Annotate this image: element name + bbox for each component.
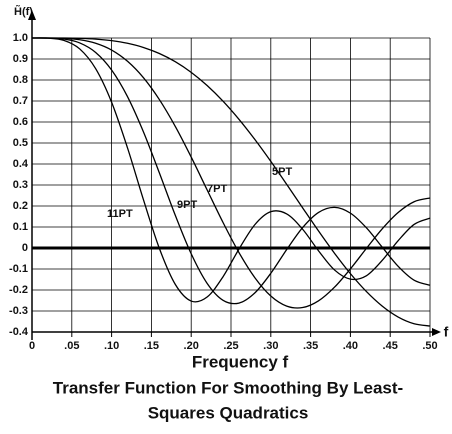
- series-line: [31, 37, 431, 305]
- series-line: [31, 37, 431, 303]
- y-tick-label: 0.9: [13, 53, 28, 65]
- x-axis-arrow: [432, 328, 441, 336]
- y-tick-label: 0.7: [13, 95, 28, 107]
- x-tick-label: .35: [303, 340, 318, 352]
- y-tick-label: 0.5: [13, 137, 28, 149]
- x-tick-label: .40: [343, 340, 358, 352]
- y-tick-label: -0.1: [9, 263, 28, 275]
- chart-title-line: Squares Quadratics: [148, 403, 309, 422]
- x-tick-label: .20: [184, 340, 199, 352]
- series-line: [31, 37, 431, 309]
- x-tick-label: .30: [263, 340, 278, 352]
- series-label: 7PT: [207, 183, 227, 195]
- y-tick-label: -0.3: [9, 305, 28, 317]
- x-axis-end-label: f: [444, 324, 449, 340]
- y-tick-label: 0.3: [13, 179, 28, 191]
- series-label: 5PT: [272, 166, 292, 178]
- y-axis-label: H̃(f): [14, 5, 33, 18]
- x-axis-label: Frequency f: [192, 352, 289, 371]
- series-label: 11PT: [107, 208, 133, 220]
- x-tick-label: .25: [223, 340, 238, 352]
- y-tick-label: 0.2: [13, 200, 28, 212]
- y-axis-arrow: [28, 10, 36, 20]
- chart-title-line: Transfer Function For Smoothing By Least…: [53, 378, 403, 397]
- y-tick-label: 1.0: [13, 32, 28, 44]
- x-tick-label: .15: [144, 340, 159, 352]
- series-label: 9PT: [177, 199, 197, 211]
- y-tick-label: 0.6: [13, 116, 28, 128]
- y-tick-label: 0: [22, 242, 28, 254]
- series-line: [31, 37, 431, 327]
- y-tick-label: 0.1: [13, 221, 28, 233]
- y-tick-label: 0.8: [13, 74, 28, 86]
- y-tick-label: -0.2: [9, 284, 28, 296]
- x-tick-label: .05: [64, 340, 79, 352]
- x-tick-label: .45: [383, 340, 398, 352]
- x-tick-label: .50: [422, 340, 437, 352]
- y-tick-label: 0.4: [13, 158, 29, 170]
- y-tick-label: -0.4: [9, 326, 29, 338]
- x-tick-label: 0: [29, 340, 35, 352]
- x-tick-label: .10: [104, 340, 119, 352]
